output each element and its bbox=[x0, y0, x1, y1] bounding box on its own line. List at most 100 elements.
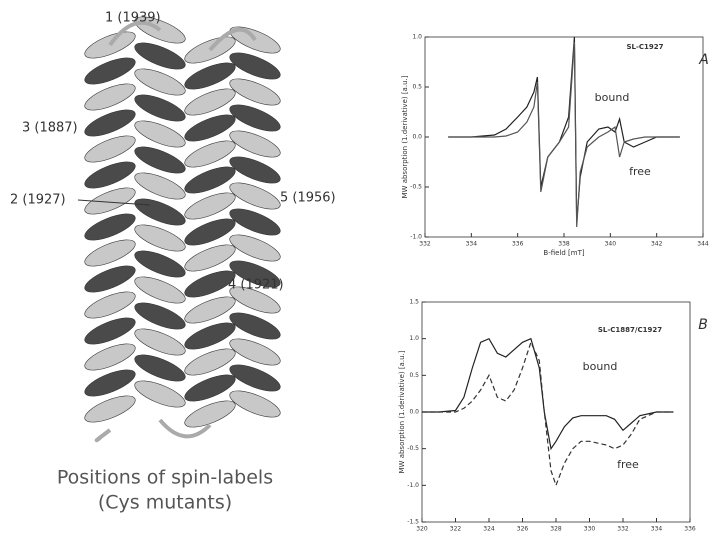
helix-turn bbox=[84, 239, 136, 267]
site-label: 1 (1939) bbox=[105, 11, 161, 26]
helix-turn bbox=[84, 57, 136, 85]
helix-turn bbox=[84, 187, 136, 215]
y-tick-label: 0.0 bbox=[409, 409, 419, 416]
helix-turn bbox=[184, 296, 236, 324]
y-tick-label: 1.0 bbox=[409, 335, 419, 342]
y-tick-label: -1.0 bbox=[410, 234, 422, 241]
x-tick-label: 334 bbox=[466, 241, 478, 248]
site-label: 5 (1956) bbox=[280, 191, 336, 206]
helix-turn bbox=[134, 42, 186, 70]
helix-turn bbox=[134, 146, 186, 174]
helix-turn bbox=[134, 250, 186, 278]
helix-turn bbox=[84, 265, 136, 293]
x-tick-label: 332 bbox=[419, 241, 431, 248]
helix-turn bbox=[184, 88, 236, 116]
helix-turn bbox=[229, 364, 281, 392]
series-line bbox=[448, 41, 680, 228]
series-annotation: free bbox=[617, 458, 639, 471]
helix-turn bbox=[184, 322, 236, 350]
helix-turn bbox=[229, 390, 281, 418]
helix-turn bbox=[229, 234, 281, 262]
helix-turn bbox=[184, 140, 236, 168]
helix-turn bbox=[134, 354, 186, 382]
helix-turn bbox=[84, 291, 136, 319]
site-label: 4 (1921) bbox=[228, 278, 284, 293]
x-axis-label: B-field [mT] bbox=[543, 249, 584, 257]
helix-turn bbox=[229, 130, 281, 158]
x-tick-label: 336 bbox=[512, 241, 524, 248]
helix-turn bbox=[229, 312, 281, 340]
chart-title: SL-C1887/C1927 bbox=[598, 326, 662, 334]
x-tick-label: 340 bbox=[605, 241, 617, 248]
helix-turn bbox=[84, 343, 136, 371]
helix-turn bbox=[184, 244, 236, 272]
y-tick-label: -0.5 bbox=[410, 184, 422, 191]
helix-turn bbox=[134, 224, 186, 252]
helix-turn bbox=[229, 286, 281, 314]
helix-turn bbox=[184, 374, 236, 402]
helix-turn bbox=[229, 52, 281, 80]
helix-turn bbox=[134, 328, 186, 356]
y-tick-label: -0.5 bbox=[407, 445, 419, 452]
helix-turn bbox=[134, 380, 186, 408]
helix-turn bbox=[134, 276, 186, 304]
x-tick-label: 324 bbox=[483, 526, 495, 533]
helix-turn bbox=[184, 192, 236, 220]
helix-turn bbox=[184, 114, 236, 142]
helix-turn bbox=[229, 260, 281, 288]
x-tick-label: 332 bbox=[617, 526, 629, 533]
chart-title: SL-C1927 bbox=[626, 43, 663, 51]
series-line bbox=[422, 340, 674, 488]
x-tick-label: 344 bbox=[697, 241, 709, 248]
helix-turn bbox=[229, 182, 281, 210]
series-annotation: free bbox=[629, 165, 651, 178]
x-tick-label: 338 bbox=[558, 241, 570, 248]
helix-turn bbox=[84, 161, 136, 189]
y-axis-label: MW absorption (1.derivative) [a.u.] bbox=[398, 350, 406, 473]
helix-turn bbox=[184, 62, 236, 90]
panel-letter: B bbox=[698, 317, 708, 333]
x-tick-label: 330 bbox=[584, 526, 596, 533]
helix-turn bbox=[84, 395, 136, 423]
caption: Positions of spin-labels bbox=[57, 467, 273, 489]
y-tick-label: -1.5 bbox=[407, 519, 419, 526]
y-axis-label: MW absorption (1.derivative) [a.u.] bbox=[401, 75, 409, 198]
helix-turn bbox=[184, 348, 236, 376]
helix-turn bbox=[134, 94, 186, 122]
y-tick-label: 1.5 bbox=[409, 299, 419, 306]
helix-turn bbox=[229, 104, 281, 132]
helix-turn bbox=[184, 218, 236, 246]
series-line bbox=[422, 337, 674, 451]
helix-turn bbox=[134, 198, 186, 226]
loop bbox=[94, 20, 257, 443]
y-tick-label: -1.0 bbox=[407, 482, 419, 489]
helix-turn bbox=[134, 120, 186, 148]
plot-frame bbox=[421, 301, 691, 523]
helix-turn bbox=[84, 317, 136, 345]
x-tick-label: 334 bbox=[651, 526, 663, 533]
helix-turn bbox=[229, 208, 281, 236]
x-tick-label: 328 bbox=[550, 526, 562, 533]
helix-turn bbox=[84, 109, 136, 137]
helix-turn bbox=[84, 83, 136, 111]
site-label: 3 (1887) bbox=[22, 121, 78, 136]
y-tick-label: 0.5 bbox=[409, 372, 419, 379]
helix-turn bbox=[84, 213, 136, 241]
series-annotation: bound bbox=[583, 360, 618, 373]
helix-turn bbox=[229, 78, 281, 106]
helix-turn bbox=[229, 338, 281, 366]
series-annotation: bound bbox=[595, 91, 630, 104]
helix-turn bbox=[134, 302, 186, 330]
y-tick-label: 0.0 bbox=[412, 134, 422, 141]
helix-turn bbox=[184, 166, 236, 194]
helix-turn bbox=[134, 68, 186, 96]
helix-turn bbox=[84, 369, 136, 397]
x-tick-label: 342 bbox=[651, 241, 663, 248]
pointer-line bbox=[77, 199, 151, 206]
x-tick-label: 336 bbox=[684, 526, 696, 533]
protein-ribbon bbox=[84, 16, 281, 443]
helix-turn bbox=[134, 172, 186, 200]
helix-turn bbox=[184, 400, 236, 428]
x-tick-label: 326 bbox=[517, 526, 529, 533]
